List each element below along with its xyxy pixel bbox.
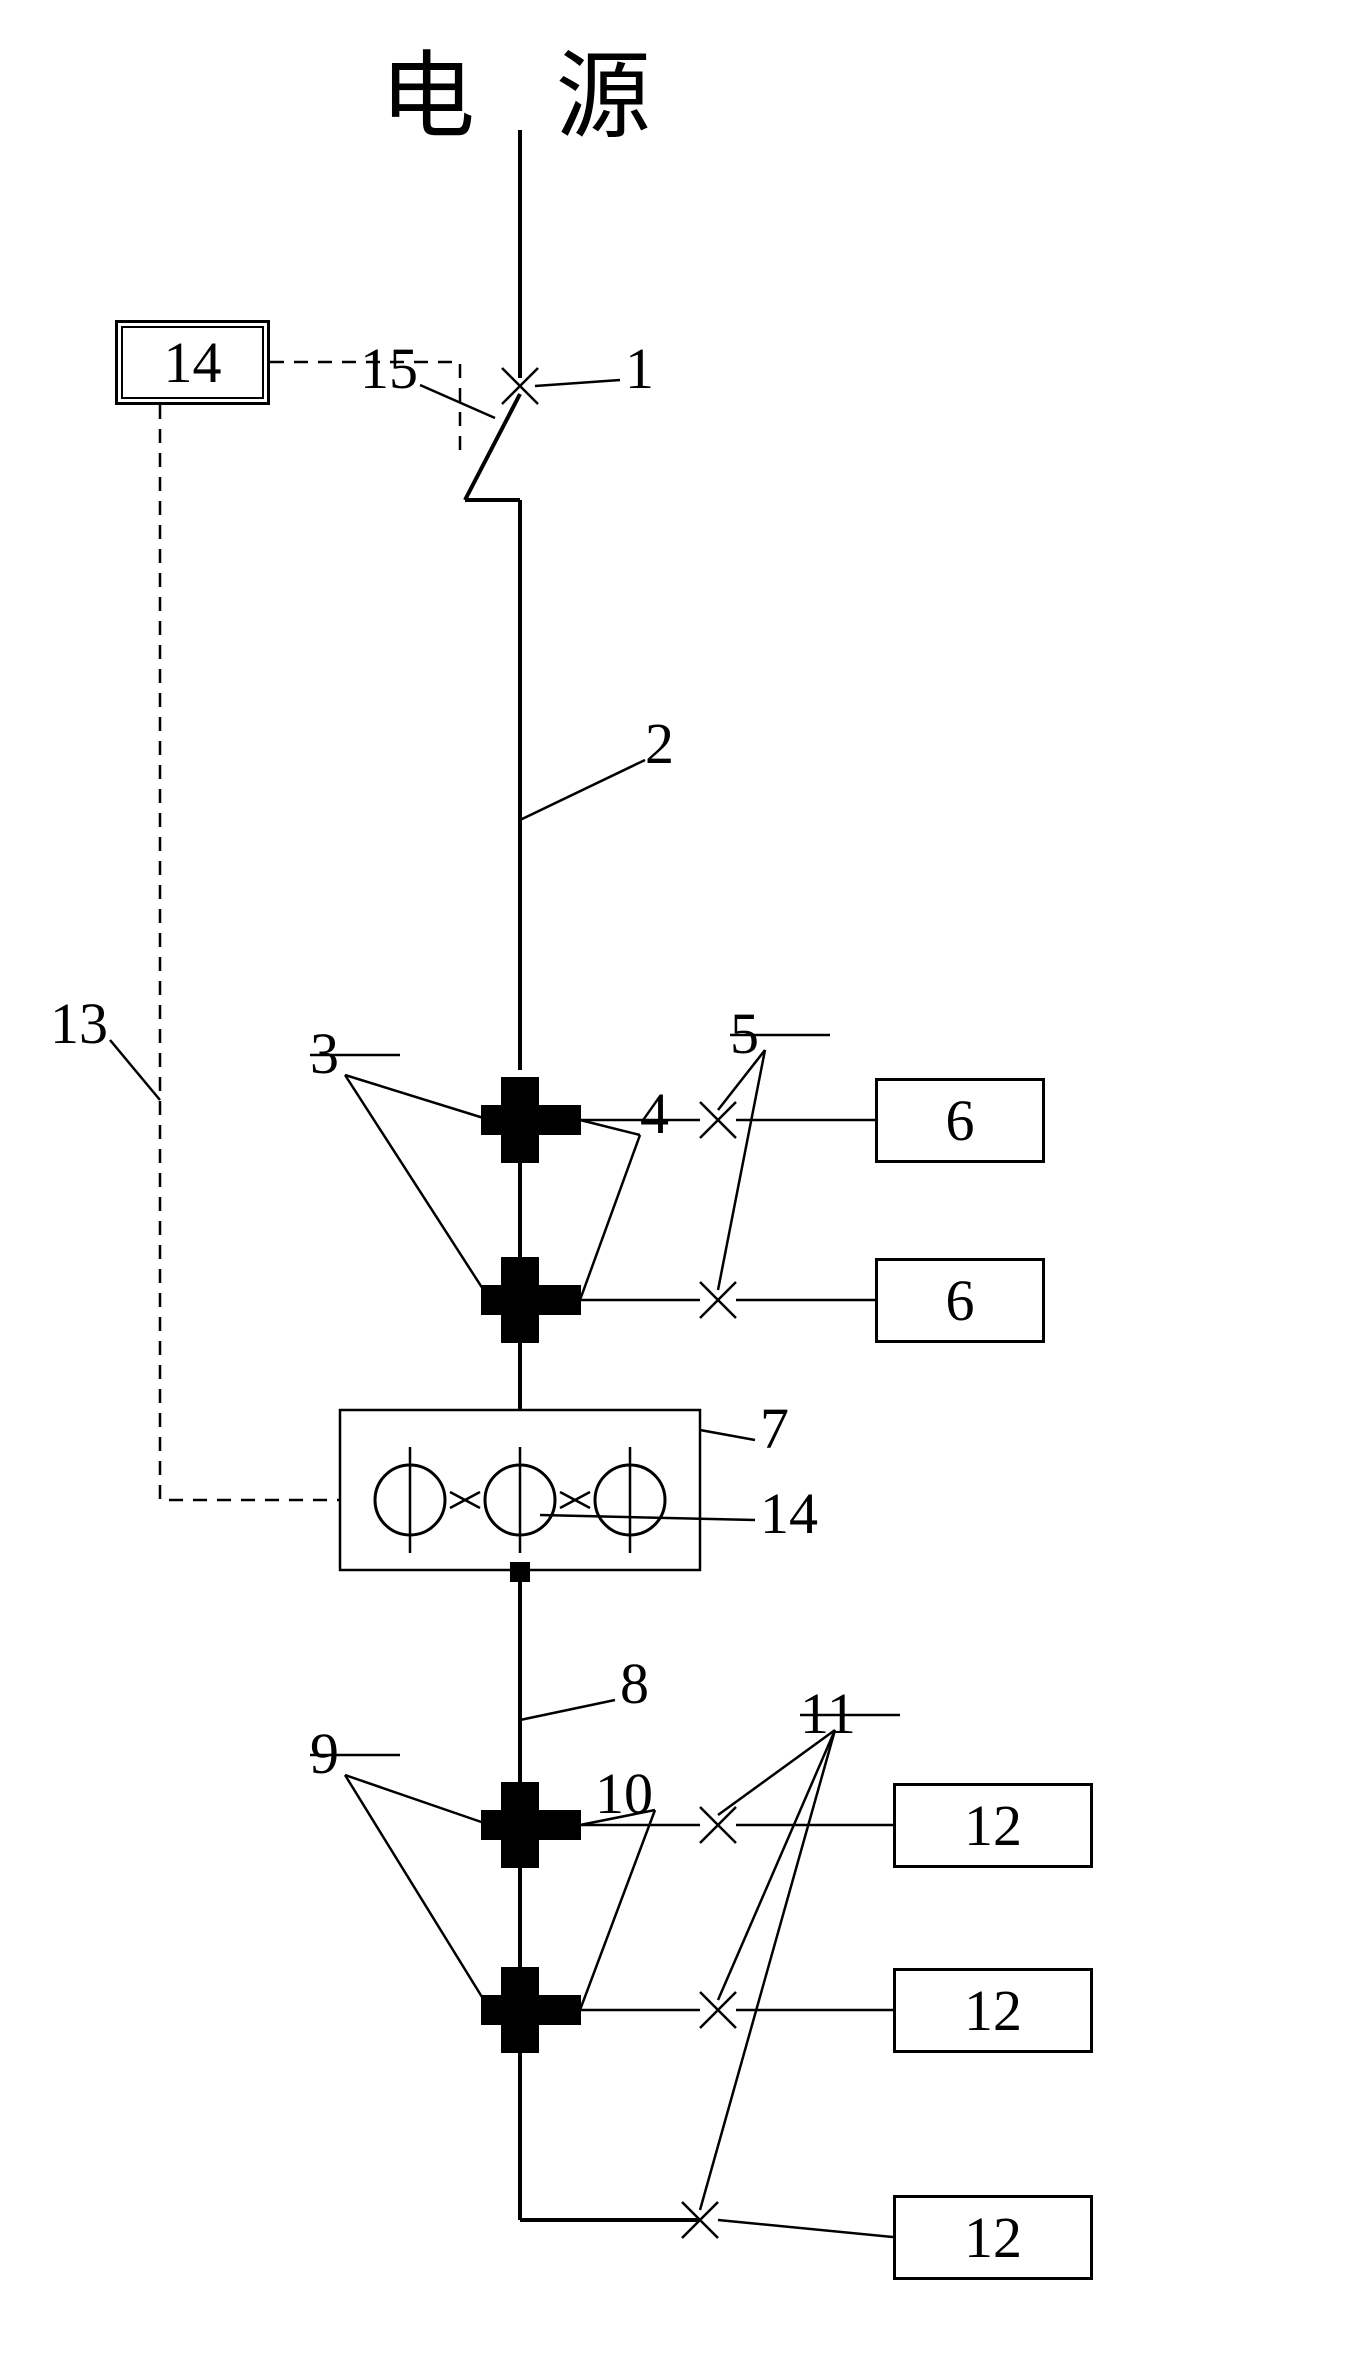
- diagram-title: 电 源: [380, 20, 679, 157]
- label-10: 10: [595, 1760, 653, 1827]
- box-12a-label: 12: [964, 1792, 1022, 1859]
- box-12c: 12: [893, 2195, 1093, 2280]
- label-1: 1: [625, 335, 654, 402]
- box-14-label: 14: [164, 329, 222, 396]
- label-8: 8: [620, 1650, 649, 1717]
- box-12b: 12: [893, 1968, 1093, 2053]
- label-13: 13: [50, 990, 108, 1057]
- box-12a: 12: [893, 1783, 1093, 1868]
- box-14: 14: [115, 320, 270, 405]
- box-6b: 6: [875, 1258, 1045, 1343]
- label-4: 4: [640, 1080, 669, 1147]
- label-5: 5: [730, 1000, 759, 1067]
- box-6a-label: 6: [946, 1087, 975, 1154]
- label-7: 7: [760, 1395, 789, 1462]
- box-12b-label: 12: [964, 1977, 1022, 2044]
- label-15: 15: [360, 335, 418, 402]
- box-6a: 6: [875, 1078, 1045, 1163]
- label-11: 11: [800, 1680, 856, 1747]
- label-3: 3: [310, 1020, 339, 1087]
- box-12c-label: 12: [964, 2204, 1022, 2271]
- label-2: 2: [645, 710, 674, 777]
- label-14b: 14: [760, 1480, 818, 1547]
- box-6b-label: 6: [946, 1267, 975, 1334]
- label-9: 9: [310, 1720, 339, 1787]
